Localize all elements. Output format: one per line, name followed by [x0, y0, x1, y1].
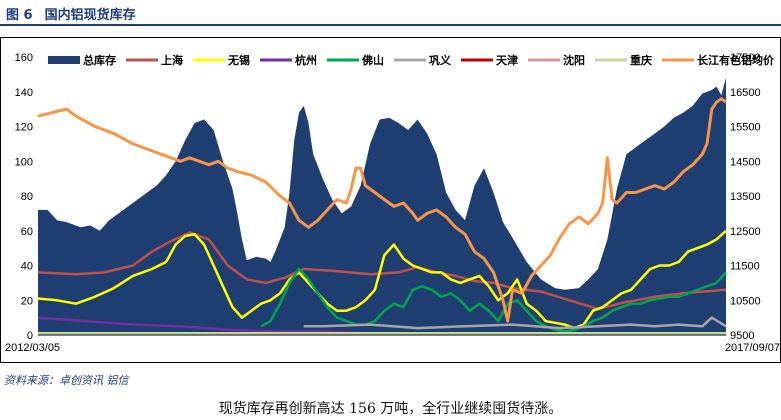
- series-line-9: [37, 97, 727, 323]
- series-line-5: [303, 316, 727, 330]
- figure-caption: 现货库存再创新高达 156 万吨，全行业继续囤货待涨。: [218, 401, 563, 417]
- y-left-tick-1: 20: [21, 295, 33, 307]
- x-end-label: 2017/09/07: [725, 342, 780, 354]
- y-right-tick-3: 12500: [730, 226, 761, 238]
- y-right-tick-2: 11500: [730, 261, 760, 273]
- legend-label-9: 长江有色铝均价: [697, 53, 775, 67]
- legend-label-8: 重庆: [630, 53, 652, 67]
- legend-label-4: 佛山: [361, 53, 384, 67]
- figure-number: 图 6: [6, 8, 33, 23]
- y-left-tick-0: 0: [27, 330, 33, 342]
- y-left-tick-7: 140: [15, 87, 33, 99]
- y-left-tick-3: 60: [21, 226, 33, 238]
- y-right-tick-6: 15500: [730, 122, 761, 134]
- y-right-tick-5: 14500: [730, 156, 761, 168]
- legend-swatch-6: [461, 58, 493, 62]
- legend-label-3: 杭州: [295, 53, 317, 67]
- y-left-tick-6: 120: [15, 122, 33, 134]
- y-left-tick-2: 40: [21, 261, 33, 273]
- legend-swatch-3: [260, 58, 292, 62]
- legend-label-0: 总库存: [83, 53, 116, 67]
- source-note: 资料来源：卓创资讯 铝信: [4, 374, 129, 387]
- x-start-label: 2012/03/05: [5, 342, 60, 354]
- y-right-tick-0: 9500: [730, 330, 754, 342]
- legend-label-2: 无锡: [227, 53, 250, 67]
- y-right-tick-1: 10500: [730, 295, 761, 307]
- series-line-4: [260, 267, 727, 333]
- legend-label-6: 天津: [496, 53, 518, 67]
- inventory-chart: 0 20 40 60 80 100 120 140 160 9500 10500 11500 12500…: [0, 37, 781, 363]
- legend-swatch-8: [595, 58, 627, 62]
- y-right-tick-8: 17500: [730, 52, 761, 64]
- legend-swatch-4: [327, 58, 359, 62]
- legend-swatch-9: [662, 58, 694, 62]
- legend-label-7: 沈阳: [563, 53, 585, 67]
- legend-swatch-5: [394, 58, 426, 62]
- series-line-2: [37, 229, 727, 330]
- legend-swatch-0: [48, 56, 80, 64]
- y-left-tick-8: 160: [15, 52, 33, 64]
- chart-frame: 0 20 40 60 80 100 120 140 160 9500 10500 11500 12500…: [0, 37, 781, 363]
- legend-label-5: 巩义: [429, 53, 452, 67]
- legend-swatch-7: [528, 58, 560, 62]
- y-left-tick-4: 80: [21, 191, 33, 203]
- y-right-tick-4: 13500: [730, 191, 761, 203]
- figure-title-text: 国内铝现货库存: [44, 8, 136, 23]
- legend-swatch-2: [193, 58, 225, 62]
- legend-swatch-1: [126, 58, 158, 62]
- y-left-tick-5: 100: [15, 156, 33, 168]
- legend-label-1: 上海: [161, 53, 183, 67]
- y-right-tick-7: 16500: [730, 87, 761, 99]
- title-rule: [0, 24, 781, 26]
- series-area-0: [38, 77, 726, 336]
- figure-title: 图 6 国内铝现货库存: [6, 4, 136, 23]
